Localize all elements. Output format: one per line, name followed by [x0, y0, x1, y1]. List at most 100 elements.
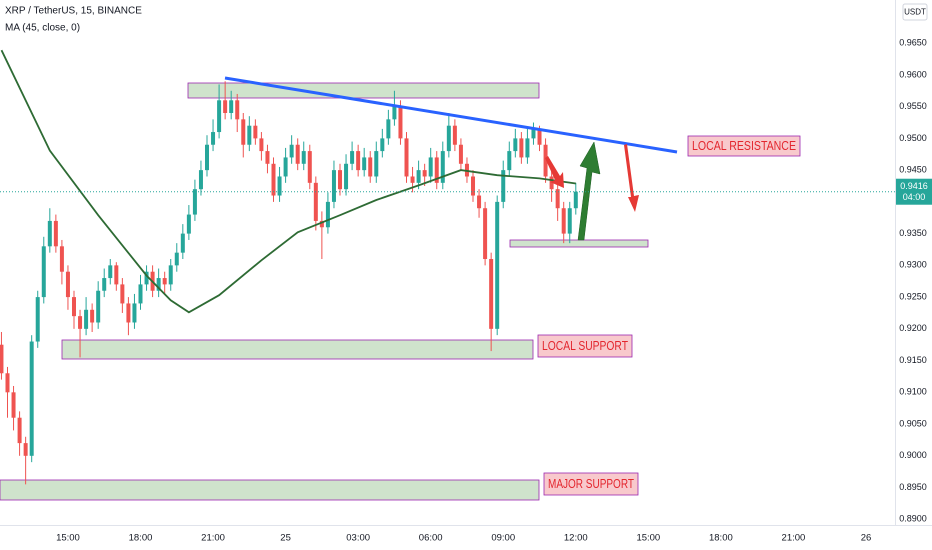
candle-body [307, 151, 312, 183]
candle-body [537, 128, 542, 145]
candle-body [477, 195, 482, 209]
candle-body [271, 163, 276, 196]
candle-body [525, 138, 530, 158]
y-tick-label: 0.8950 [899, 482, 927, 492]
x-tick-label: 21:00 [201, 533, 225, 544]
y-tick-label: 0.8900 [899, 514, 927, 524]
candle-body [561, 208, 566, 234]
candle-body [205, 144, 210, 171]
x-tick-label: 06:00 [419, 533, 443, 544]
candle-body [543, 144, 548, 177]
candle-body [5, 373, 10, 393]
candle-body [507, 151, 512, 171]
currency-badge [902, 3, 928, 21]
x-tick-label: 26 [861, 533, 872, 544]
moving-average-line [0, 49, 576, 314]
candle-body [217, 100, 222, 133]
candle-body [180, 233, 185, 253]
candle-body [78, 316, 83, 329]
candle-body [410, 176, 415, 183]
indicator-label: MA (45, close, 0) [5, 23, 80, 34]
annotation-label: LOCAL RESISTANCE [692, 138, 796, 153]
y-tick-label: 0.9600 [899, 69, 927, 79]
candle-body [198, 170, 203, 190]
y-axis-label: USDT [904, 8, 926, 17]
candle-body [446, 125, 451, 152]
y-tick-label: 0.9200 [899, 323, 927, 333]
candle-body [549, 176, 554, 190]
candle-body [265, 151, 270, 164]
y-tick-label: 0.9550 [899, 101, 927, 111]
candle-body [11, 392, 16, 418]
candle-body [380, 138, 385, 152]
chart-title: XRP / TetherUS, 15, BINANCE [5, 6, 142, 17]
candle-body [47, 220, 52, 247]
candle-body [301, 151, 306, 164]
candle-body [338, 170, 343, 190]
candle-body [283, 157, 288, 177]
y-tick-label: 0.9000 [899, 450, 927, 460]
candle-body [192, 189, 197, 215]
green-arrow-up [577, 141, 601, 241]
candle-body [519, 138, 524, 158]
candle-body [374, 151, 379, 177]
y-tick-label: 0.9500 [899, 133, 927, 143]
candle-body [513, 138, 518, 152]
x-tick-label: 09:00 [491, 533, 515, 544]
candle-body [259, 138, 264, 152]
candle-body [277, 176, 282, 196]
annotation-label: MAJOR SUPPORT [548, 476, 634, 491]
resistance-zone [187, 82, 540, 99]
candle-body [392, 106, 397, 120]
candle-body [168, 265, 173, 285]
candle-body [567, 208, 572, 234]
candle-body [162, 278, 167, 285]
last-price-tag [896, 178, 932, 205]
major-support-zone [0, 479, 540, 501]
y-tick-label: 0.9100 [899, 387, 927, 397]
candle-body [96, 290, 101, 323]
x-tick-label: 15:00 [56, 533, 80, 544]
x-tick-label: 21:00 [782, 533, 806, 544]
candle-body [398, 106, 403, 139]
candle-body [362, 157, 367, 171]
candle-body [211, 132, 216, 145]
candle-body [35, 297, 40, 342]
candle-body [319, 220, 324, 228]
candle-body [241, 119, 246, 145]
candle-body [144, 271, 149, 285]
candle-body [471, 176, 476, 196]
candle-body [84, 309, 89, 329]
candle-body [138, 284, 143, 304]
candle-body [325, 201, 330, 228]
annotation-label: LOCAL SUPPORT [542, 338, 628, 353]
candle-body [573, 191, 578, 209]
candle-body [344, 163, 349, 190]
y-tick-label: 0.9450 [899, 165, 927, 175]
candle-body [483, 208, 488, 260]
candle-body [132, 303, 137, 323]
x-tick-label: 18:00 [709, 533, 733, 544]
candle-body [458, 144, 463, 164]
candle-body [41, 246, 46, 298]
candle-body [531, 128, 536, 139]
candle-body [350, 151, 355, 164]
annotation-box [687, 135, 801, 157]
annotation-box [543, 472, 639, 496]
candle-body [313, 182, 318, 221]
candle-body [495, 201, 500, 329]
candle-body [156, 278, 161, 291]
candle-body [23, 443, 28, 456]
candle-body [108, 265, 113, 279]
candle-body [434, 157, 439, 183]
red-arrow-down [545, 156, 564, 188]
candle-body [295, 144, 300, 164]
y-tick-label: 0.9250 [899, 291, 927, 301]
candle-body [386, 119, 391, 139]
x-tick-label: 12:00 [564, 533, 588, 544]
candle-body [59, 246, 64, 272]
candle-body [186, 214, 191, 234]
candle-body [416, 170, 421, 183]
y-tick-label: 0.9150 [899, 355, 927, 365]
